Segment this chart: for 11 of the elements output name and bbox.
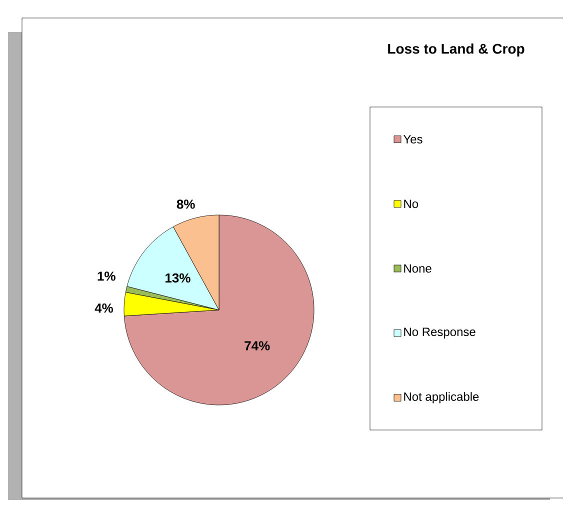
legend-label: Not applicable — [404, 392, 479, 404]
data-label: 1% — [98, 272, 116, 281]
chart-title: Loss to Land & Crop — [388, 43, 524, 57]
data-label: 8% — [176, 200, 195, 209]
data-label: 4% — [94, 304, 114, 313]
legend-label: Yes — [403, 135, 422, 144]
legend-label: No — [404, 200, 418, 208]
legend-label: None — [404, 264, 432, 273]
data-label: 13% — [166, 273, 190, 283]
data-label: 74% — [244, 341, 270, 350]
legend-label: No Response — [404, 328, 476, 338]
